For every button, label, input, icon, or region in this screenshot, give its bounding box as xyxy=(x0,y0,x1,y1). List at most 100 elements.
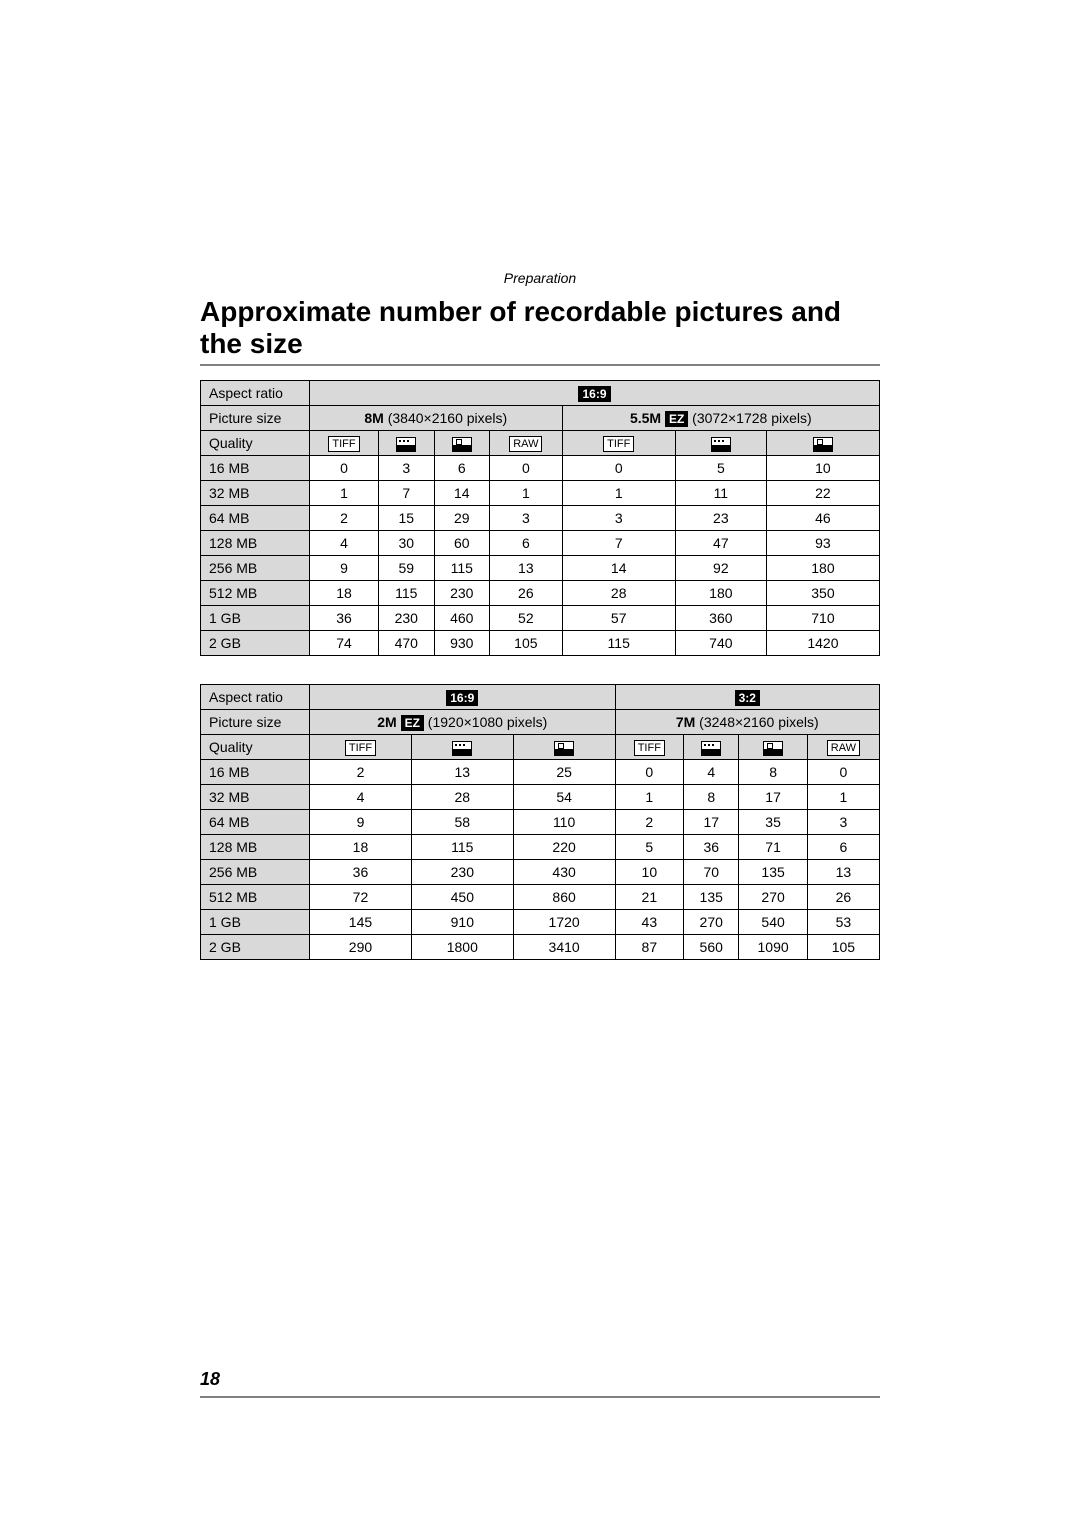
data-cell: 43 xyxy=(615,910,684,935)
page-footer: 18 xyxy=(200,1369,880,1398)
data-cell: 0 xyxy=(562,456,675,481)
data-cell: 135 xyxy=(739,860,808,885)
data-cell: 10 xyxy=(766,456,879,481)
aspect-cell: 16:9 xyxy=(310,381,880,406)
aspect-cell: 16:9 xyxy=(310,685,616,710)
size-label: 512 MB xyxy=(201,885,310,910)
data-cell: 1 xyxy=(615,785,684,810)
size-label: 16 MB xyxy=(201,760,310,785)
size-label: 256 MB xyxy=(201,556,310,581)
row-header: Picture size xyxy=(201,710,310,735)
data-cell: 8 xyxy=(739,760,808,785)
size-label: 128 MB xyxy=(201,835,310,860)
fine-quality-icon xyxy=(711,437,731,452)
quality-cell xyxy=(379,431,435,456)
data-cell: 0 xyxy=(807,760,879,785)
quality-cell xyxy=(411,735,513,760)
data-cell: 53 xyxy=(807,910,879,935)
data-cell: 470 xyxy=(379,631,435,656)
size-label: 1 GB xyxy=(201,606,310,631)
data-cell: 3410 xyxy=(513,935,615,960)
data-cell: 29 xyxy=(434,506,490,531)
standard-quality-icon xyxy=(452,437,472,452)
data-cell: 6 xyxy=(807,835,879,860)
quality-cell xyxy=(766,431,879,456)
data-cell: 930 xyxy=(434,631,490,656)
data-cell: 450 xyxy=(411,885,513,910)
data-cell: 46 xyxy=(766,506,879,531)
fine-quality-icon xyxy=(701,741,721,756)
size-label: 64 MB xyxy=(201,506,310,531)
data-cell: 110 xyxy=(513,810,615,835)
data-cell: 220 xyxy=(513,835,615,860)
data-cell: 115 xyxy=(562,631,675,656)
row-header: Aspect ratio xyxy=(201,685,310,710)
data-cell: 2 xyxy=(615,810,684,835)
size-label: 1 GB xyxy=(201,910,310,935)
data-cell: 0 xyxy=(615,760,684,785)
data-cell: 59 xyxy=(379,556,435,581)
data-cell: 1420 xyxy=(766,631,879,656)
data-cell: 35 xyxy=(739,810,808,835)
data-cell: 13 xyxy=(411,760,513,785)
data-cell: 9 xyxy=(310,810,412,835)
fine-quality-icon xyxy=(396,437,416,452)
section-name: Preparation xyxy=(200,270,880,286)
data-cell: 4 xyxy=(684,760,739,785)
data-cell: 1 xyxy=(310,481,379,506)
size-label: 2 GB xyxy=(201,631,310,656)
data-cell: 7 xyxy=(379,481,435,506)
data-cell: 5 xyxy=(675,456,766,481)
standard-quality-icon xyxy=(554,741,574,756)
data-cell: 23 xyxy=(675,506,766,531)
data-cell: 72 xyxy=(310,885,412,910)
data-cell: 13 xyxy=(807,860,879,885)
data-cell: 2 xyxy=(310,506,379,531)
size-label: 2 GB xyxy=(201,935,310,960)
standard-quality-icon xyxy=(813,437,833,452)
picture-size-cell: 7M (3248×2160 pixels) xyxy=(615,710,879,735)
quality-cell xyxy=(675,431,766,456)
data-cell: 460 xyxy=(434,606,490,631)
page-title: Approximate number of recordable picture… xyxy=(200,296,880,366)
data-cell: 2 xyxy=(310,760,412,785)
raw-icon: RAW xyxy=(827,740,860,756)
quality-cell xyxy=(513,735,615,760)
data-cell: 14 xyxy=(434,481,490,506)
quality-cell: TIFF xyxy=(615,735,684,760)
data-cell: 14 xyxy=(562,556,675,581)
quality-cell: TIFF xyxy=(310,735,412,760)
data-cell: 230 xyxy=(379,606,435,631)
data-cell: 74 xyxy=(310,631,379,656)
aspect-cell: 3:2 xyxy=(615,685,879,710)
data-cell: 0 xyxy=(490,456,563,481)
quality-cell xyxy=(684,735,739,760)
size-label: 256 MB xyxy=(201,860,310,885)
data-cell: 60 xyxy=(434,531,490,556)
quality-cell xyxy=(434,431,490,456)
data-cell: 92 xyxy=(675,556,766,581)
tiff-icon: TIFF xyxy=(328,436,359,452)
data-cell: 17 xyxy=(684,810,739,835)
data-cell: 3 xyxy=(562,506,675,531)
aspect-ratio-badge: 3:2 xyxy=(735,690,760,706)
data-cell: 9 xyxy=(310,556,379,581)
fine-quality-icon xyxy=(452,741,472,756)
data-cell: 22 xyxy=(766,481,879,506)
data-cell: 105 xyxy=(807,935,879,960)
data-cell: 0 xyxy=(310,456,379,481)
size-label: 32 MB xyxy=(201,481,310,506)
data-cell: 145 xyxy=(310,910,412,935)
data-cell: 360 xyxy=(675,606,766,631)
data-cell: 4 xyxy=(310,531,379,556)
tiff-icon: TIFF xyxy=(603,436,634,452)
data-cell: 10 xyxy=(615,860,684,885)
data-cell: 93 xyxy=(766,531,879,556)
quality-cell: RAW xyxy=(807,735,879,760)
data-cell: 1 xyxy=(562,481,675,506)
data-cell: 910 xyxy=(411,910,513,935)
tables-container: Aspect ratio16:9Picture size8M (3840×216… xyxy=(200,380,880,960)
data-cell: 13 xyxy=(490,556,563,581)
data-cell: 115 xyxy=(434,556,490,581)
data-cell: 1 xyxy=(807,785,879,810)
